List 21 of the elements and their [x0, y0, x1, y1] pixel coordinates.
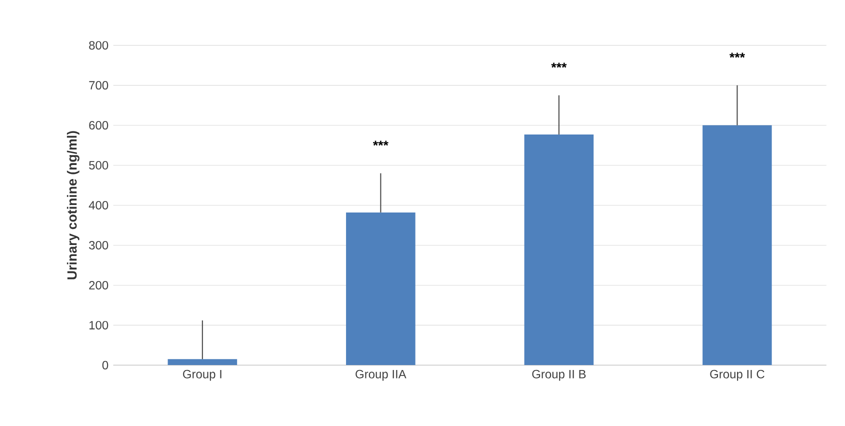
- bar: [346, 212, 416, 365]
- bar: [702, 125, 772, 365]
- x-tick-label: Group II B: [532, 370, 586, 381]
- y-axis-title: Urinary cotinine (ng/ml): [66, 130, 80, 280]
- annotation: ***: [551, 62, 567, 68]
- y-tick-label: 400: [88, 200, 108, 210]
- y-tick-label: 600: [89, 120, 108, 130]
- y-tick-label: 700: [89, 80, 108, 90]
- x-tick-label: Group I: [183, 370, 222, 381]
- x-tick-label: Group IIA: [356, 370, 406, 381]
- x-tick-label: Group II C: [710, 370, 764, 381]
- y-tick-label: 500: [89, 160, 108, 170]
- y-tick-label: 300: [89, 240, 108, 250]
- y-tick-label: 200: [89, 280, 108, 290]
- y-tick-label: 800: [89, 40, 108, 50]
- bar: [524, 134, 594, 365]
- y-tick-label: 0: [102, 360, 108, 370]
- annotation: ***: [372, 140, 388, 146]
- y-tick-label: 100: [89, 320, 108, 330]
- bar: [168, 358, 238, 365]
- annotation: ***: [729, 52, 745, 58]
